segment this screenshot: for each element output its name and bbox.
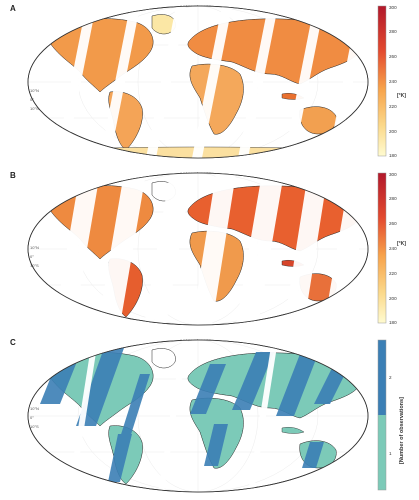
- colorbar: [377, 339, 387, 491]
- colorbar-unit-label: [°K]: [397, 241, 406, 247]
- colorbar-tick: 200: [389, 296, 397, 301]
- colorbar-tick: 220: [389, 271, 397, 276]
- latitude-labels: 10°N 0° 10°S: [30, 245, 39, 268]
- colorbar-segment-1: [378, 415, 386, 490]
- colorbar-tick: 1: [389, 451, 392, 456]
- latitude-labels: 10°N 0° 10°S: [30, 406, 39, 429]
- panel-c: C 90°W 0° 90°E: [0, 334, 419, 498]
- colorbar-tick: 280: [389, 29, 397, 34]
- temperature-map-b: [27, 172, 387, 326]
- latitude-labels: 10°N 0° 10°S: [30, 88, 39, 111]
- colorbar-tick: 240: [389, 246, 397, 251]
- colorbar-tick: 260: [389, 54, 397, 59]
- panel-letter: A: [10, 4, 16, 13]
- observation-count-map: [27, 339, 387, 493]
- colorbar-tick: 300: [389, 5, 397, 10]
- colorbar-tick: 180: [389, 153, 397, 158]
- panel-a: A 90°W 0° 90°E: [0, 0, 419, 164]
- colorbar-tick: 240: [389, 79, 397, 84]
- colorbar-tick: 280: [389, 196, 397, 201]
- colorbar: [377, 5, 387, 157]
- colorbar: [377, 172, 387, 324]
- colorbar-tick: 300: [389, 172, 397, 177]
- overlap-swaths: [40, 348, 350, 482]
- colorbar-tick: 180: [389, 320, 397, 325]
- colorbar-tick: 200: [389, 129, 397, 134]
- colorbar-tick: 220: [389, 104, 397, 109]
- swath-gaps: [54, 173, 368, 325]
- panel-letter: B: [10, 171, 16, 180]
- colorbar-tick: 2: [389, 375, 392, 380]
- colorbar-segment-2: [378, 340, 386, 415]
- colorbar-unit-label: [°K]: [397, 93, 406, 99]
- panel-letter: C: [10, 338, 16, 347]
- colorbar-unit-label: [Number of observations]: [399, 397, 405, 464]
- swath-gaps: [56, 6, 368, 158]
- swath-gaps: [68, 340, 278, 492]
- temperature-map-a: [27, 5, 387, 159]
- panel-b: B 90°W 0° 90°E: [0, 167, 419, 331]
- colorbar-tick: 260: [389, 221, 397, 226]
